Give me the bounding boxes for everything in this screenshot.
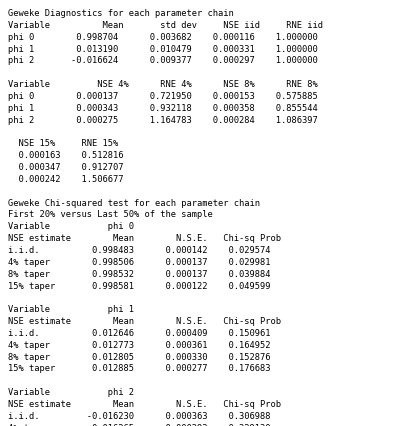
Text: 15% taper       0.012885      0.000277    0.176683: 15% taper 0.012885 0.000277 0.176683 xyxy=(8,364,270,373)
Text: Variable           phi 1: Variable phi 1 xyxy=(8,305,134,314)
Text: First 20% versus Last 50% of the sample: First 20% versus Last 50% of the sample xyxy=(8,210,212,219)
Text: phi 1        0.013190      0.010479    0.000331    1.000000: phi 1 0.013190 0.010479 0.000331 1.00000… xyxy=(8,44,317,53)
Text: 4% taper        0.998506      0.000137    0.029981: 4% taper 0.998506 0.000137 0.029981 xyxy=(8,257,270,266)
Text: Geweke Diagnostics for each parameter chain: Geweke Diagnostics for each parameter ch… xyxy=(8,9,233,18)
Text: Variable          Mean       std dev     NSE iid     RNE iid: Variable Mean std dev NSE iid RNE iid xyxy=(8,21,322,30)
Text: 8% taper        0.012805      0.000330    0.152876: 8% taper 0.012805 0.000330 0.152876 xyxy=(8,352,270,361)
Text: 4% taper       -0.016265      0.000292    0.229130: 4% taper -0.016265 0.000292 0.229130 xyxy=(8,423,270,426)
Text: phi 1        0.000343      0.932118    0.000358    0.855544: phi 1 0.000343 0.932118 0.000358 0.85554… xyxy=(8,104,317,112)
Text: NSE estimate        Mean        N.S.E.   Chi-sq Prob: NSE estimate Mean N.S.E. Chi-sq Prob xyxy=(8,233,280,242)
Text: phi 2       -0.016624      0.009377    0.000297    1.000000: phi 2 -0.016624 0.009377 0.000297 1.0000… xyxy=(8,56,317,65)
Text: Variable           phi 0: Variable phi 0 xyxy=(8,222,134,231)
Text: NSE estimate        Mean        N.S.E.   Chi-sq Prob: NSE estimate Mean N.S.E. Chi-sq Prob xyxy=(8,317,280,325)
Text: NSE 15%     RNE 15%: NSE 15% RNE 15% xyxy=(8,139,118,148)
Text: i.i.d.          0.998483      0.000142    0.029574: i.i.d. 0.998483 0.000142 0.029574 xyxy=(8,245,270,254)
Text: Variable           phi 2: Variable phi 2 xyxy=(8,387,134,396)
Text: Geweke Chi-squared test for each parameter chain: Geweke Chi-squared test for each paramet… xyxy=(8,198,259,207)
Text: 0.000242    1.506677: 0.000242 1.506677 xyxy=(8,175,123,184)
Text: phi 2        0.000275      1.164783    0.000284    1.086397: phi 2 0.000275 1.164783 0.000284 1.08639… xyxy=(8,115,317,124)
Text: Variable         NSE 4%      RNE 4%      NSE 8%      RNE 8%: Variable NSE 4% RNE 4% NSE 8% RNE 8% xyxy=(8,80,317,89)
Text: 4% taper        0.012773      0.000361    0.164952: 4% taper 0.012773 0.000361 0.164952 xyxy=(8,340,270,349)
Text: 0.000347    0.912707: 0.000347 0.912707 xyxy=(8,163,123,172)
Text: 0.000163    0.512816: 0.000163 0.512816 xyxy=(8,151,123,160)
Text: phi 0        0.998704      0.003682    0.000116    1.000000: phi 0 0.998704 0.003682 0.000116 1.00000… xyxy=(8,33,317,42)
Text: 15% taper       0.998581      0.000122    0.049599: 15% taper 0.998581 0.000122 0.049599 xyxy=(8,281,270,290)
Text: i.i.d.         -0.016230      0.000363    0.306988: i.i.d. -0.016230 0.000363 0.306988 xyxy=(8,411,270,420)
Text: phi 0        0.000137      0.721950    0.000153    0.575885: phi 0 0.000137 0.721950 0.000153 0.57588… xyxy=(8,92,317,101)
Text: NSE estimate        Mean        N.S.E.   Chi-sq Prob: NSE estimate Mean N.S.E. Chi-sq Prob xyxy=(8,399,280,408)
Text: i.i.d.          0.012646      0.000409    0.150961: i.i.d. 0.012646 0.000409 0.150961 xyxy=(8,328,270,337)
Text: 8% taper        0.998532      0.000137    0.039884: 8% taper 0.998532 0.000137 0.039884 xyxy=(8,269,270,278)
